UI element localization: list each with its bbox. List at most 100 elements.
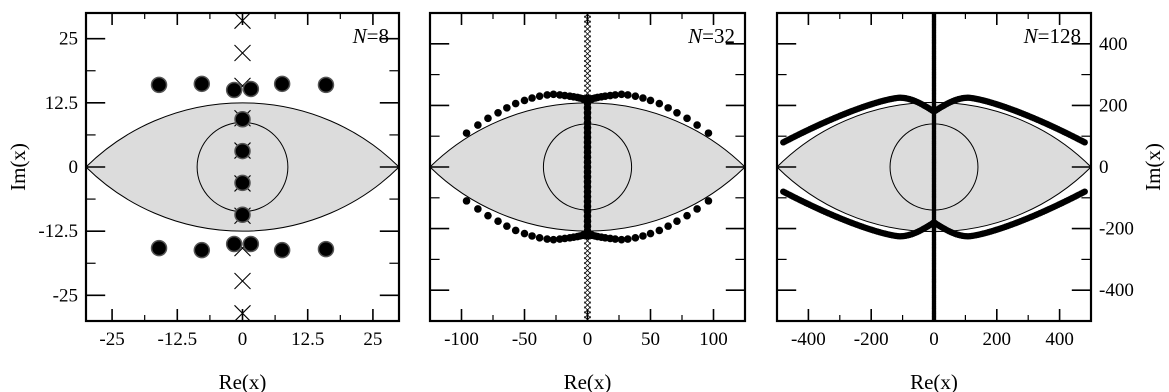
- data-point: [611, 235, 620, 243]
- data-point: [704, 197, 713, 205]
- data-point: [150, 239, 168, 257]
- data-point: [704, 129, 713, 137]
- data-point: [317, 240, 335, 258]
- data-point: [655, 226, 664, 235]
- data-point: [535, 92, 544, 100]
- data-point: [234, 206, 251, 223]
- data-point: [611, 91, 620, 99]
- data-point: [234, 142, 251, 160]
- data-point: [503, 222, 511, 230]
- data-point: [693, 121, 701, 129]
- x-tick-label: 400: [1045, 329, 1074, 350]
- panel-n128: -400 -200 0 200 400 -400 -200 0 200 400 N=128 Re(…: [775, 11, 1165, 392]
- axis-ticks: -400 -200 0 200 400 -400 -200 0 200 400: [777, 13, 1134, 350]
- data-point: [462, 129, 471, 137]
- x-axis-label: Re(x): [910, 370, 958, 392]
- y-tick-label: 400: [1099, 34, 1128, 55]
- data-point: [1081, 188, 1088, 195]
- panel-label: N=128: [1023, 24, 1081, 48]
- cross-mark: [234, 272, 251, 290]
- data-point: [225, 81, 243, 99]
- data-point: [273, 75, 291, 93]
- x-tick-label: 50: [641, 329, 660, 350]
- shaded-lens: [86, 102, 399, 232]
- data-point: [528, 94, 536, 102]
- data-point: [242, 80, 260, 98]
- data-point: [631, 234, 640, 242]
- y-tick-label: 0: [69, 157, 79, 178]
- x-tick-label: 0: [238, 329, 248, 350]
- data-point: [780, 188, 787, 195]
- data-point: [234, 174, 251, 192]
- data-point: [555, 235, 564, 243]
- data-point: [617, 90, 626, 99]
- data-point: [780, 139, 787, 146]
- data-point: [639, 94, 647, 102]
- data-point: [474, 205, 482, 213]
- data-point: [528, 232, 536, 240]
- data-point: [150, 76, 168, 94]
- x-tick-label: -50: [512, 329, 537, 350]
- data-point: [617, 235, 626, 244]
- x-axis-label: Re(x): [219, 370, 267, 392]
- data-point: [1081, 139, 1088, 146]
- x-tick-label: 25: [363, 329, 382, 350]
- data-point: [474, 121, 482, 129]
- data-point: [673, 108, 681, 117]
- y-tick-label: 0: [1099, 157, 1109, 178]
- data-point: [462, 197, 471, 205]
- y-tick-label: 12.5: [45, 93, 78, 114]
- y-tick-label: -25: [53, 285, 78, 306]
- x-tick-label: -200: [854, 329, 889, 350]
- data-point: [543, 235, 551, 243]
- data-point: [646, 96, 655, 105]
- y-tick-label: -12.5: [38, 221, 78, 242]
- y-tick-label: 200: [1099, 95, 1128, 116]
- data-point: [484, 211, 492, 220]
- x-tick-label: -100: [444, 329, 479, 350]
- data-point: [624, 91, 632, 99]
- data-point: [543, 91, 551, 99]
- x-tick-label: -25: [99, 329, 124, 350]
- data-point: [242, 235, 260, 253]
- panel-n32: -100 -50 0 50 100 N=32 Re(x): [428, 11, 747, 392]
- data-point: [549, 90, 558, 99]
- x-tick-label: 0: [929, 329, 939, 350]
- data-point: [503, 104, 511, 112]
- data-point: [693, 205, 701, 213]
- panel-label: N=32: [687, 24, 735, 48]
- data-point: [555, 91, 564, 99]
- data-point: [494, 108, 502, 117]
- data-marks: [462, 13, 713, 321]
- panel-n8: -25 -12.5 0 12.5 25 -25 -12.5 0 12.5 25 N=8 Re(x)…: [6, 11, 401, 392]
- axis-ticks: -100 -50 0 50 100: [430, 13, 745, 350]
- data-point: [193, 75, 211, 93]
- x-tick-label: 100: [699, 329, 728, 350]
- data-point: [683, 114, 691, 123]
- data-point: [511, 99, 520, 108]
- data-point: [624, 235, 632, 243]
- x-axis-label: Re(x): [564, 370, 612, 392]
- data-point: [225, 235, 243, 253]
- data-marks: [150, 13, 335, 321]
- panel-label: N=8: [352, 24, 389, 48]
- data-point: [193, 241, 211, 259]
- y-tick-label: 25: [59, 29, 78, 50]
- y-tick-label: -400: [1099, 280, 1134, 301]
- cross-mark: [234, 44, 251, 62]
- x-tick-label: -12.5: [158, 329, 198, 350]
- data-point: [484, 114, 492, 123]
- y-tick-label: -200: [1099, 219, 1134, 240]
- y-axis-label: Im(x): [6, 143, 30, 191]
- x-tick-label: 200: [983, 329, 1012, 350]
- data-point: [234, 111, 251, 128]
- data-point: [683, 211, 691, 220]
- data-point: [639, 232, 647, 240]
- data-point: [494, 217, 502, 226]
- data-point: [317, 76, 335, 94]
- x-tick-label: 12.5: [291, 329, 324, 350]
- data-point: [664, 222, 672, 230]
- x-tick-label: -400: [791, 329, 826, 350]
- data-marks: [780, 13, 1088, 321]
